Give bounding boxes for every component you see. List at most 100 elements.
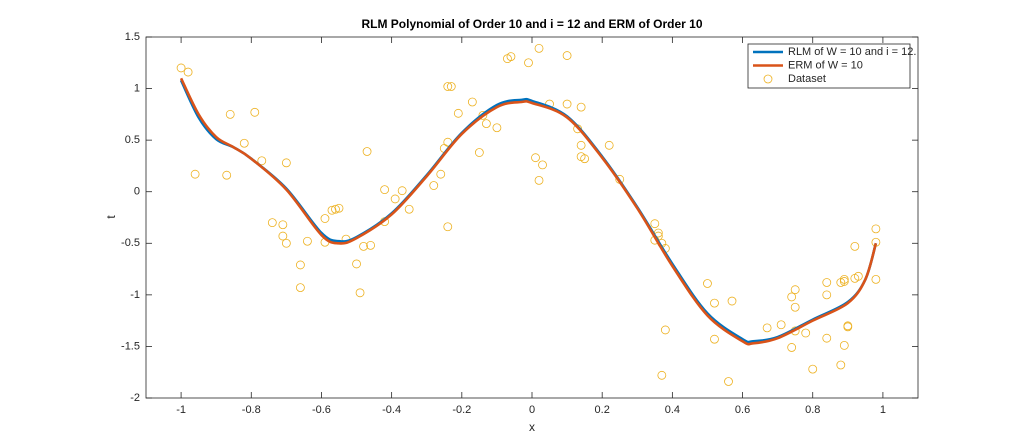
chart-title: RLM Polynomial of Order 10 and i = 12 an… (361, 17, 702, 31)
data-point (839, 277, 849, 286)
data-point (853, 271, 863, 281)
data-point (222, 170, 232, 180)
data-point (320, 214, 330, 223)
data-point (534, 175, 544, 185)
y-tick-label: -0.5 (121, 237, 140, 249)
data-point (481, 119, 491, 129)
x-tick-label: 0.2 (595, 404, 610, 416)
data-point (562, 51, 572, 60)
data-point (822, 278, 832, 287)
data-point (295, 260, 305, 270)
data-point (453, 108, 463, 118)
data-point (839, 340, 849, 350)
data-point (822, 290, 832, 300)
data-point (331, 204, 340, 214)
data-point (190, 169, 200, 179)
data-point (366, 240, 375, 250)
data-point (657, 370, 667, 380)
data-point (850, 241, 860, 251)
y-tick-label: -1 (130, 289, 140, 301)
x-tick-label: 0.6 (735, 404, 750, 416)
y-tick-label: -2 (130, 392, 140, 404)
data-point (871, 224, 881, 234)
y-tick-label: 1.5 (125, 31, 140, 43)
data-point (727, 296, 737, 306)
data-point (790, 285, 800, 295)
x-tick-label: 1 (880, 404, 886, 416)
data-point (334, 203, 344, 213)
data-point (436, 169, 446, 179)
data-point (429, 181, 439, 190)
data-point (576, 140, 586, 150)
data-point (506, 52, 516, 61)
data-point (839, 274, 849, 284)
data-point (710, 298, 719, 308)
data-point (776, 320, 786, 330)
data-point (562, 99, 572, 109)
x-tick-label: 0.4 (665, 404, 680, 416)
data-point (362, 147, 372, 156)
data-point (295, 283, 305, 293)
data-point (176, 63, 186, 73)
data-point (390, 194, 400, 204)
data-point (787, 343, 797, 352)
data-point (538, 160, 547, 170)
plot-area (145, 36, 919, 399)
legend-label: ERM of W = 10 (788, 59, 863, 71)
data-point (467, 97, 477, 107)
data-point (531, 153, 540, 163)
data-point (359, 241, 368, 251)
data-point (446, 82, 456, 91)
x-tick-label: -0.2 (452, 404, 471, 416)
data-point (443, 82, 453, 91)
data-point (650, 219, 660, 229)
data-point (703, 279, 712, 288)
data-point (822, 333, 832, 343)
y-tick-label: 1 (134, 82, 140, 94)
data-point (225, 109, 235, 119)
data-point (327, 205, 337, 215)
data-point (801, 328, 811, 338)
data-point (534, 43, 544, 53)
data-point (352, 259, 361, 269)
data-point (580, 154, 590, 164)
data-point (355, 288, 365, 298)
data-point (762, 323, 772, 333)
data-point (576, 102, 586, 112)
data-point (239, 138, 249, 148)
x-axis-label: x (529, 420, 535, 434)
data-point (278, 220, 288, 230)
data-point (790, 302, 800, 312)
x-tick-label: -0.6 (312, 404, 331, 416)
data-point (404, 204, 414, 214)
x-tick-label: 0.8 (805, 404, 820, 416)
data-point (524, 58, 533, 68)
x-tick-label: -1 (176, 404, 186, 416)
legend-label: RLM of W = 10 and i = 12. (788, 46, 916, 58)
data-point (660, 325, 670, 335)
data-point (250, 107, 260, 117)
line-series (179, 77, 878, 346)
data-point (281, 158, 291, 168)
data-point (604, 140, 614, 150)
y-tick-label: 0 (134, 186, 140, 198)
data-point (380, 185, 390, 195)
data-point (397, 186, 407, 196)
data-point (443, 222, 453, 232)
y-axis-label: t (104, 215, 118, 219)
data-point (267, 218, 277, 228)
data-point (183, 67, 193, 77)
data-point (808, 364, 818, 374)
x-tick-label: -0.8 (242, 404, 261, 416)
data-point (278, 231, 288, 241)
x-tick-label: -0.4 (382, 404, 401, 416)
x-tick-label: 0 (529, 404, 535, 416)
data-point (478, 110, 488, 120)
data-point (843, 321, 853, 331)
data-point (303, 236, 312, 246)
data-point (710, 334, 719, 344)
data-point (836, 278, 846, 287)
legend-label: Dataset (788, 73, 826, 85)
data-point (474, 148, 484, 157)
